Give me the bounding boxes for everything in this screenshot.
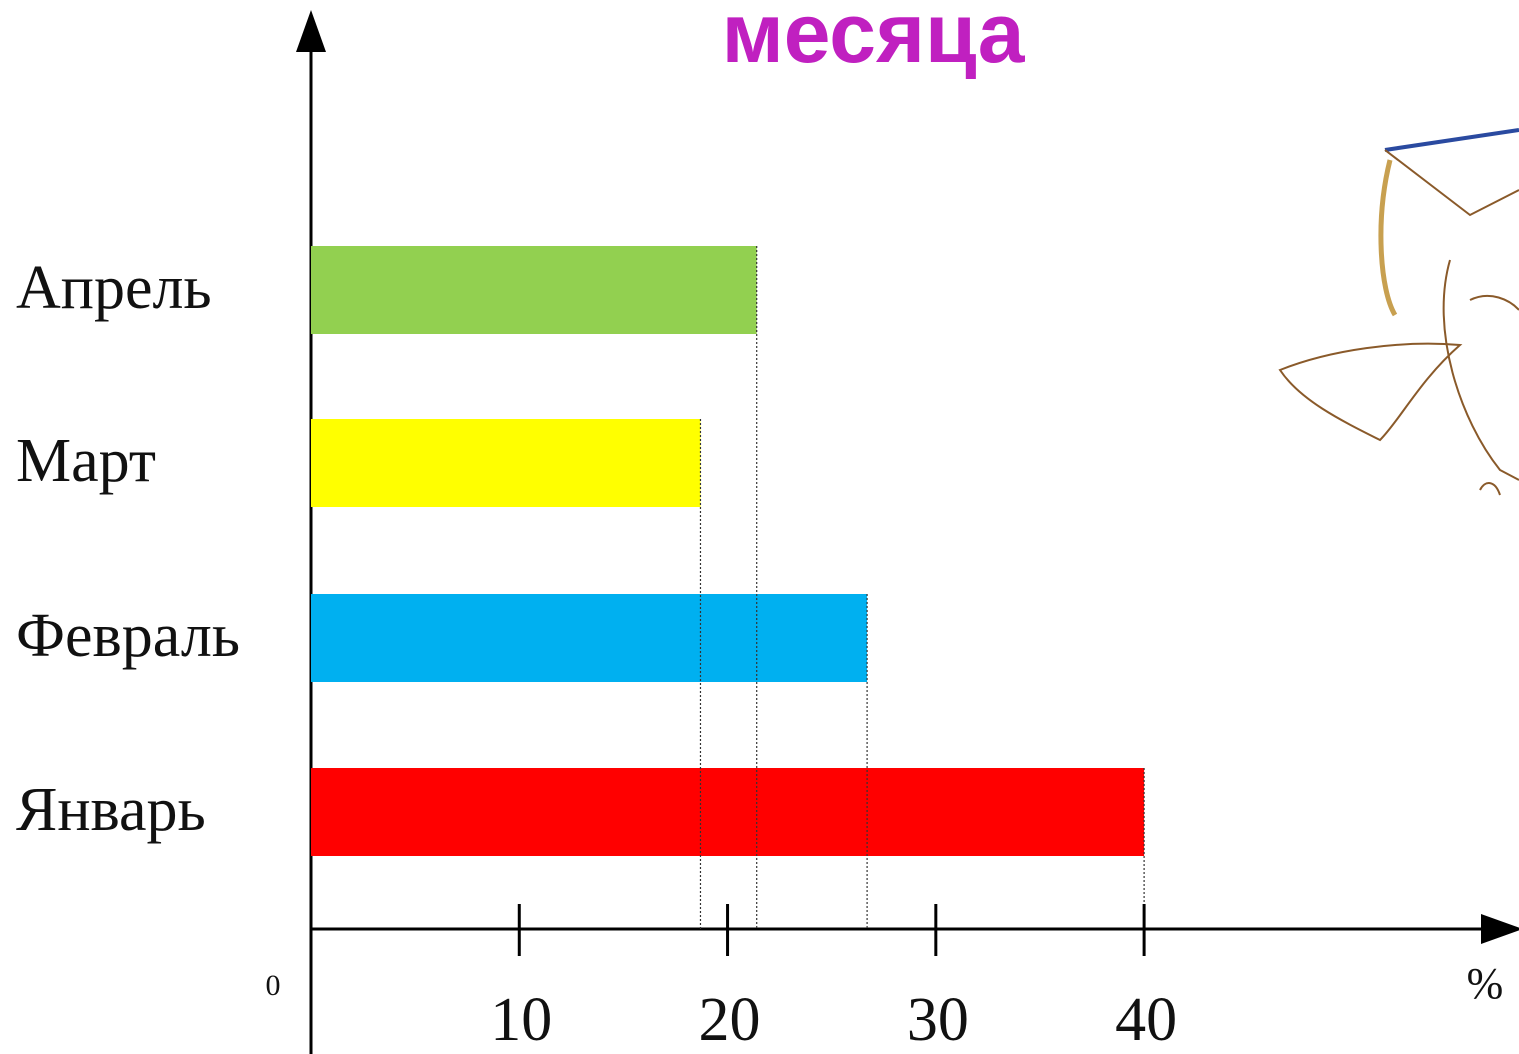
y-tick-label: Февраль xyxy=(16,602,240,670)
bar xyxy=(311,768,1145,856)
bar xyxy=(311,594,868,682)
x-tick-label: 10 xyxy=(490,986,552,1054)
x-tick-label: 40 xyxy=(1115,986,1177,1054)
x-tick-label: 30 xyxy=(907,986,969,1054)
x-tick-label: 20 xyxy=(699,986,761,1054)
y-tick-label: Март xyxy=(16,427,156,495)
y-tick-label: Январь xyxy=(16,776,206,844)
chart-title: месяца xyxy=(722,0,1026,80)
bar xyxy=(311,246,757,334)
y-tick-label: Апрель xyxy=(16,254,212,322)
x-tick-label: 0 xyxy=(266,969,281,1002)
owl xyxy=(1278,128,1519,496)
x-axis-label: % xyxy=(1467,959,1504,1008)
bar xyxy=(311,419,701,507)
